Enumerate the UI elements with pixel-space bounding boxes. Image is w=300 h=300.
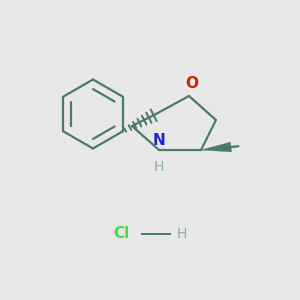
Text: H: H — [154, 160, 164, 174]
Polygon shape — [201, 142, 232, 152]
Text: O: O — [185, 76, 199, 91]
Text: H: H — [177, 227, 188, 241]
Text: N: N — [153, 133, 165, 148]
Text: Cl: Cl — [113, 226, 129, 242]
